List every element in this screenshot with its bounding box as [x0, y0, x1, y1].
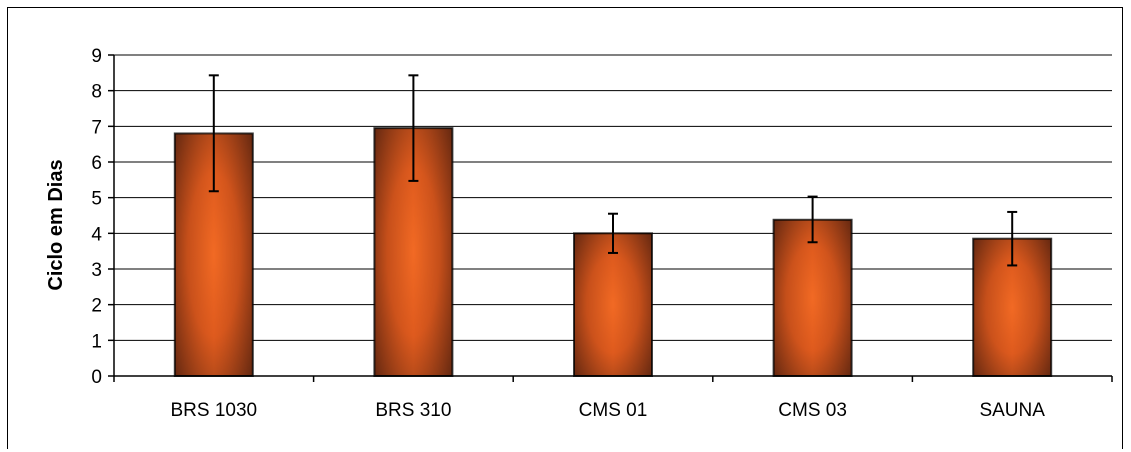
bar: [972, 237, 1053, 377]
axes: [108, 54, 1113, 382]
error-bars: [208, 74, 1018, 267]
y-tick-label: 6: [91, 153, 102, 174]
y-axis-label: Ciclo em Dias: [45, 159, 67, 290]
error-bar: [807, 195, 818, 244]
y-tick-label: 9: [91, 46, 102, 67]
error-bar: [408, 74, 419, 182]
x-tick-label: BRS 1030: [170, 400, 257, 421]
x-tick-label: CMS 01: [579, 400, 648, 421]
x-tick-label: SAUNA: [979, 400, 1045, 421]
chart-frame: [7, 7, 1123, 449]
bar: [573, 232, 653, 377]
y-tick-label: 8: [91, 82, 102, 103]
y-tick-label: 1: [91, 331, 102, 352]
error-bar: [608, 212, 618, 254]
y-tick-labels: 0 1 2 3 4 5 6 7 8 9: [91, 46, 102, 388]
y-tick-label: 3: [91, 260, 102, 281]
y-tick-label: 4: [91, 224, 102, 245]
x-tick-labels: BRS 1030 BRS 310 CMS 01 CMS 03 SAUNA: [170, 400, 1045, 421]
bar-shade: [173, 132, 254, 377]
x-tick-label: CMS 03: [778, 400, 847, 421]
y-tick-label: 0: [91, 367, 102, 388]
y-tick-label: 7: [91, 117, 102, 138]
y-tick-label: 5: [91, 189, 102, 210]
error-bar: [1007, 210, 1018, 267]
x-tick-label: BRS 310: [375, 400, 451, 421]
error-bar: [208, 74, 219, 193]
y-tick-label: 2: [91, 296, 102, 317]
bar-shade: [573, 232, 653, 377]
